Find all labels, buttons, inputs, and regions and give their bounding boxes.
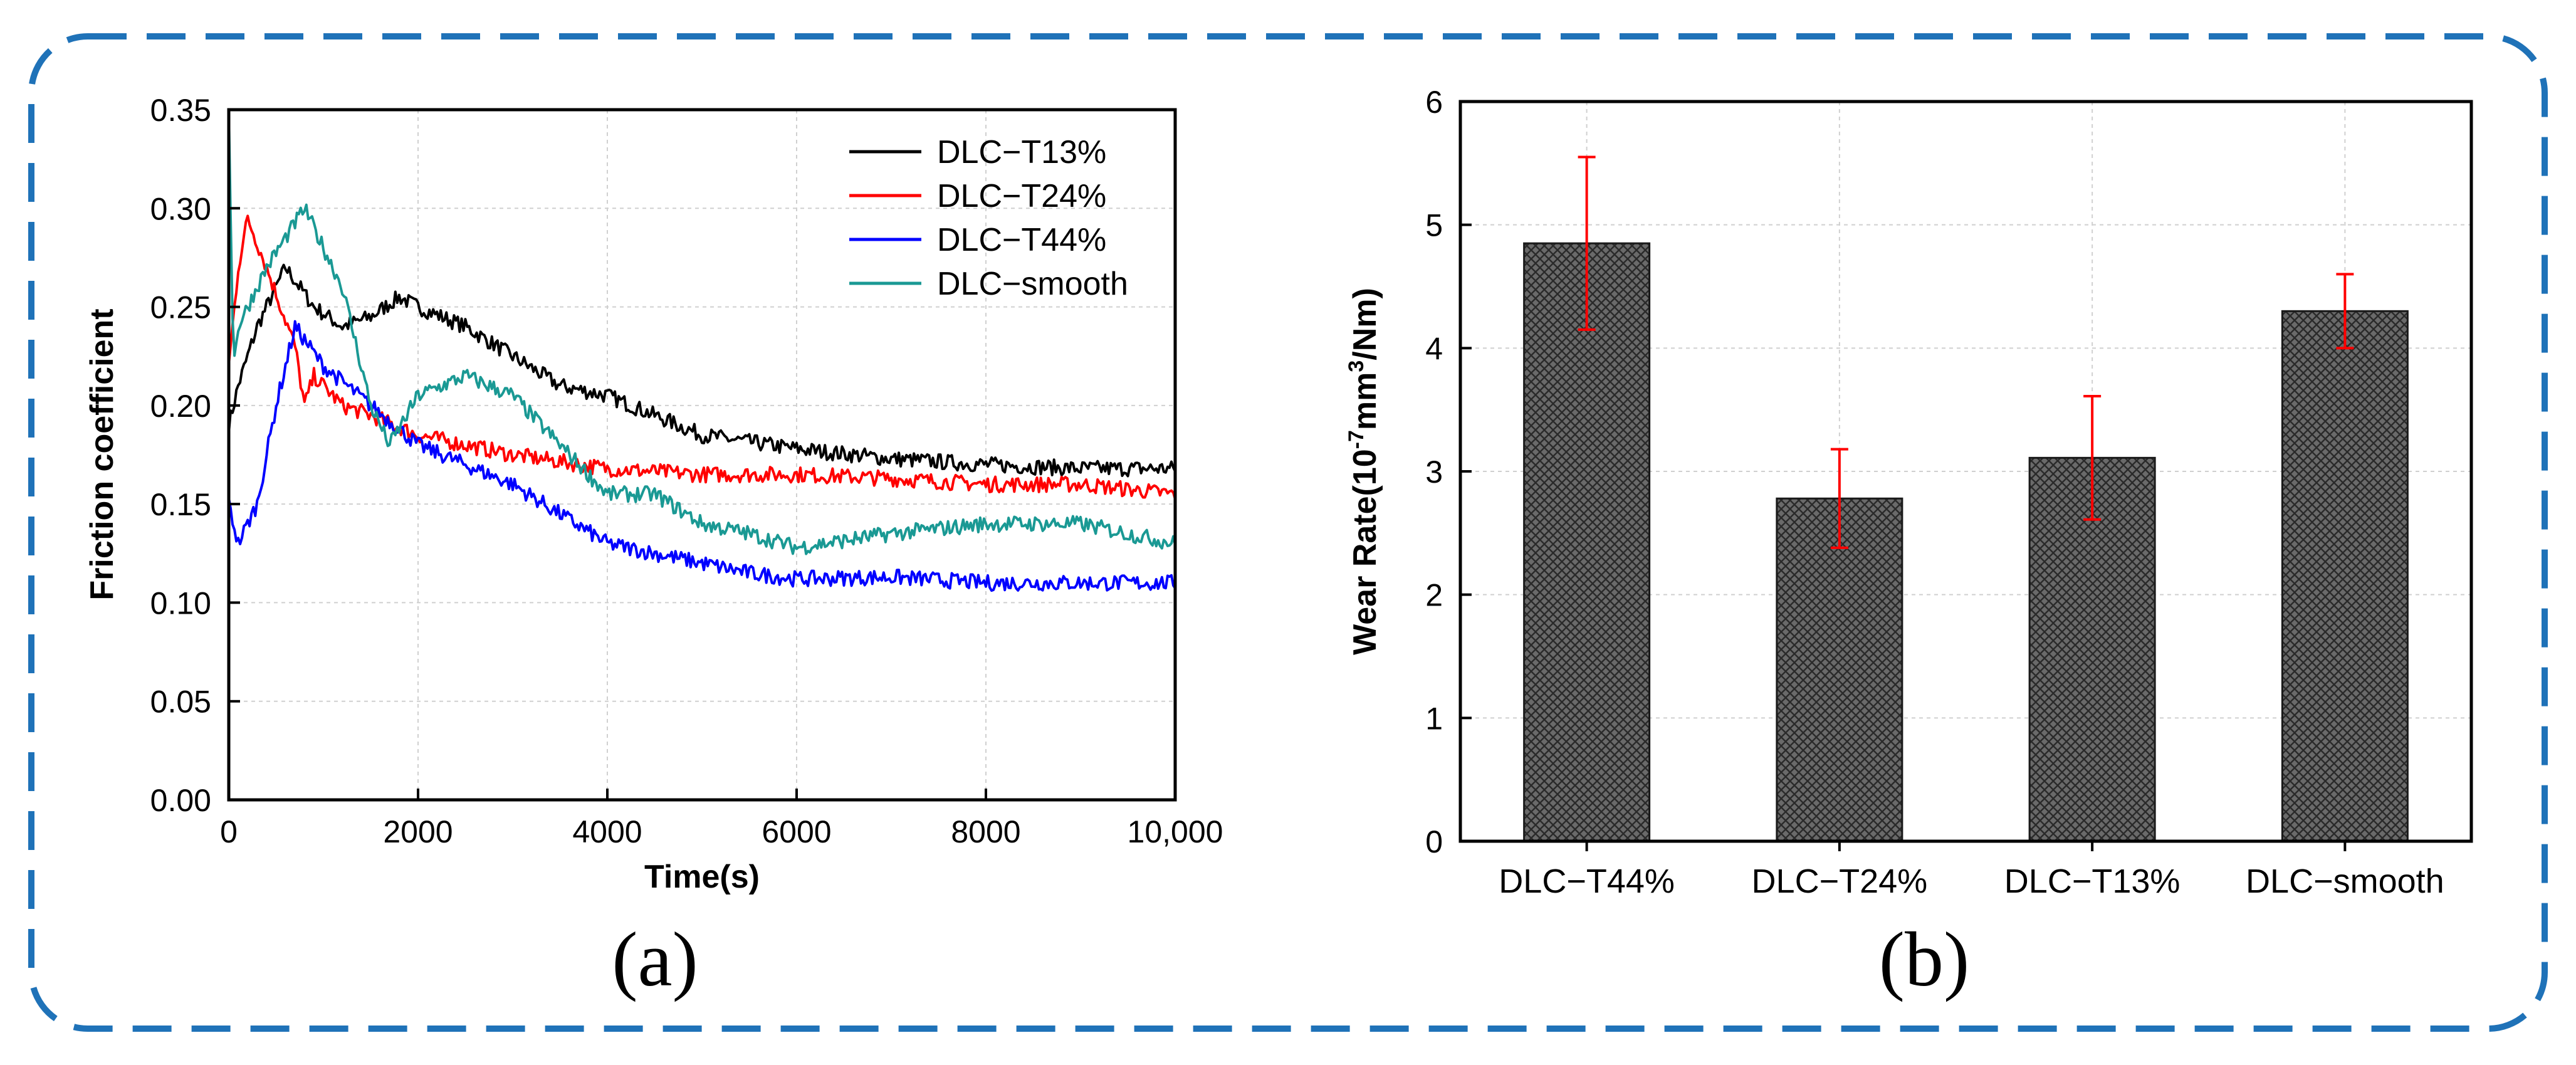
chart-a-ylabel: Friction coefficient: [84, 308, 120, 600]
chart-b-bars: [1523, 155, 2409, 842]
series-line-0: [228, 263, 1176, 478]
chart-b-ytick-label: 3: [1425, 454, 1443, 490]
figure-frame: [28, 33, 2548, 1032]
chart-b-ytick-label: 0: [1425, 824, 1443, 859]
chart-a-xtick-label: 0: [220, 814, 238, 849]
series-line-3: [228, 110, 1176, 555]
wear-rate-chart: 0 1 2 3 4 5 6 DLC−T44% DLC−T24% DLC−T13% DLC−smoot…: [1344, 85, 2473, 900]
chart-b-ytick-label: 5: [1425, 208, 1443, 243]
chart-b-ytick-label: 6: [1425, 85, 1443, 120]
chart-a-xtick-label: 4000: [572, 814, 642, 849]
chart-b-ylabel: Wear Rate(10-7mm3/Nm): [1344, 288, 1383, 655]
legend-label-2: DLC−T44%: [937, 222, 1106, 258]
bar-0: [1523, 242, 1651, 842]
category-label-1: DLC−T24%: [1752, 863, 1928, 900]
category-label-2: DLC−T13%: [2004, 863, 2181, 900]
chart-b-ytick-label: 1: [1425, 701, 1443, 736]
chart-a-legend: DLC−T13% DLC−T24% DLC−T44% DLC−smooth: [849, 134, 1128, 302]
chart-a-ytick-label: 0.15: [150, 487, 211, 522]
category-label-0: DLC−T44%: [1499, 863, 1675, 900]
category-label-3: DLC−smooth: [2246, 863, 2444, 900]
panel-label-a: (a): [612, 916, 698, 1002]
chart-a-ytick-label: 0.05: [150, 685, 211, 720]
chart-a-ytick-label: 0.10: [150, 585, 211, 621]
bar-2: [2028, 456, 2156, 842]
chart-a-gridlines: [229, 110, 1175, 800]
chart-a-ticks: 0 2000 4000 6000 8000 10,000 0.00 0.05 0.10 0.15 0…: [150, 93, 1223, 849]
chart-b-ytick-label: 4: [1425, 331, 1443, 366]
bar-1: [1776, 497, 1903, 842]
chart-a-ytick-label: 0.30: [150, 191, 211, 226]
chart-a-plot-frame: [227, 108, 1177, 802]
chart-a-ytick-label: 0.00: [150, 783, 211, 818]
legend-label-3: DLC−smooth: [937, 266, 1128, 302]
chart-a-xlabel: Time(s): [644, 859, 760, 895]
chart-b-ticks: 0 1 2 3 4 5 6 DLC−T44% DLC−T24% DLC−T13% DLC−smoot…: [1425, 85, 2444, 900]
chart-b-ytick-label: 2: [1425, 578, 1443, 613]
legend-label-1: DLC−T24%: [937, 178, 1106, 214]
series-line-1: [228, 214, 1176, 500]
panel-label-b: (b): [1879, 916, 1970, 1002]
chart-a-xtick-label: 8000: [951, 814, 1020, 849]
chart-a-series: [228, 110, 1176, 592]
chart-a-xtick-label: 6000: [762, 814, 831, 849]
bar-3: [2281, 310, 2409, 842]
legend-label-0: DLC−T13%: [937, 134, 1106, 171]
friction-coefficient-chart: 0 2000 4000 6000 8000 10,000 0.00 0.05 0.10 0.15 0…: [84, 93, 1223, 895]
chart-a-xtick-label: 10,000: [1128, 814, 1223, 849]
chart-a-ytick-label: 0.35: [150, 93, 211, 128]
chart-a-xtick-label: 2000: [383, 814, 453, 849]
chart-a-ytick-label: 0.25: [150, 290, 211, 325]
chart-a-ytick-label: 0.20: [150, 389, 211, 424]
series-line-2: [228, 320, 1176, 592]
